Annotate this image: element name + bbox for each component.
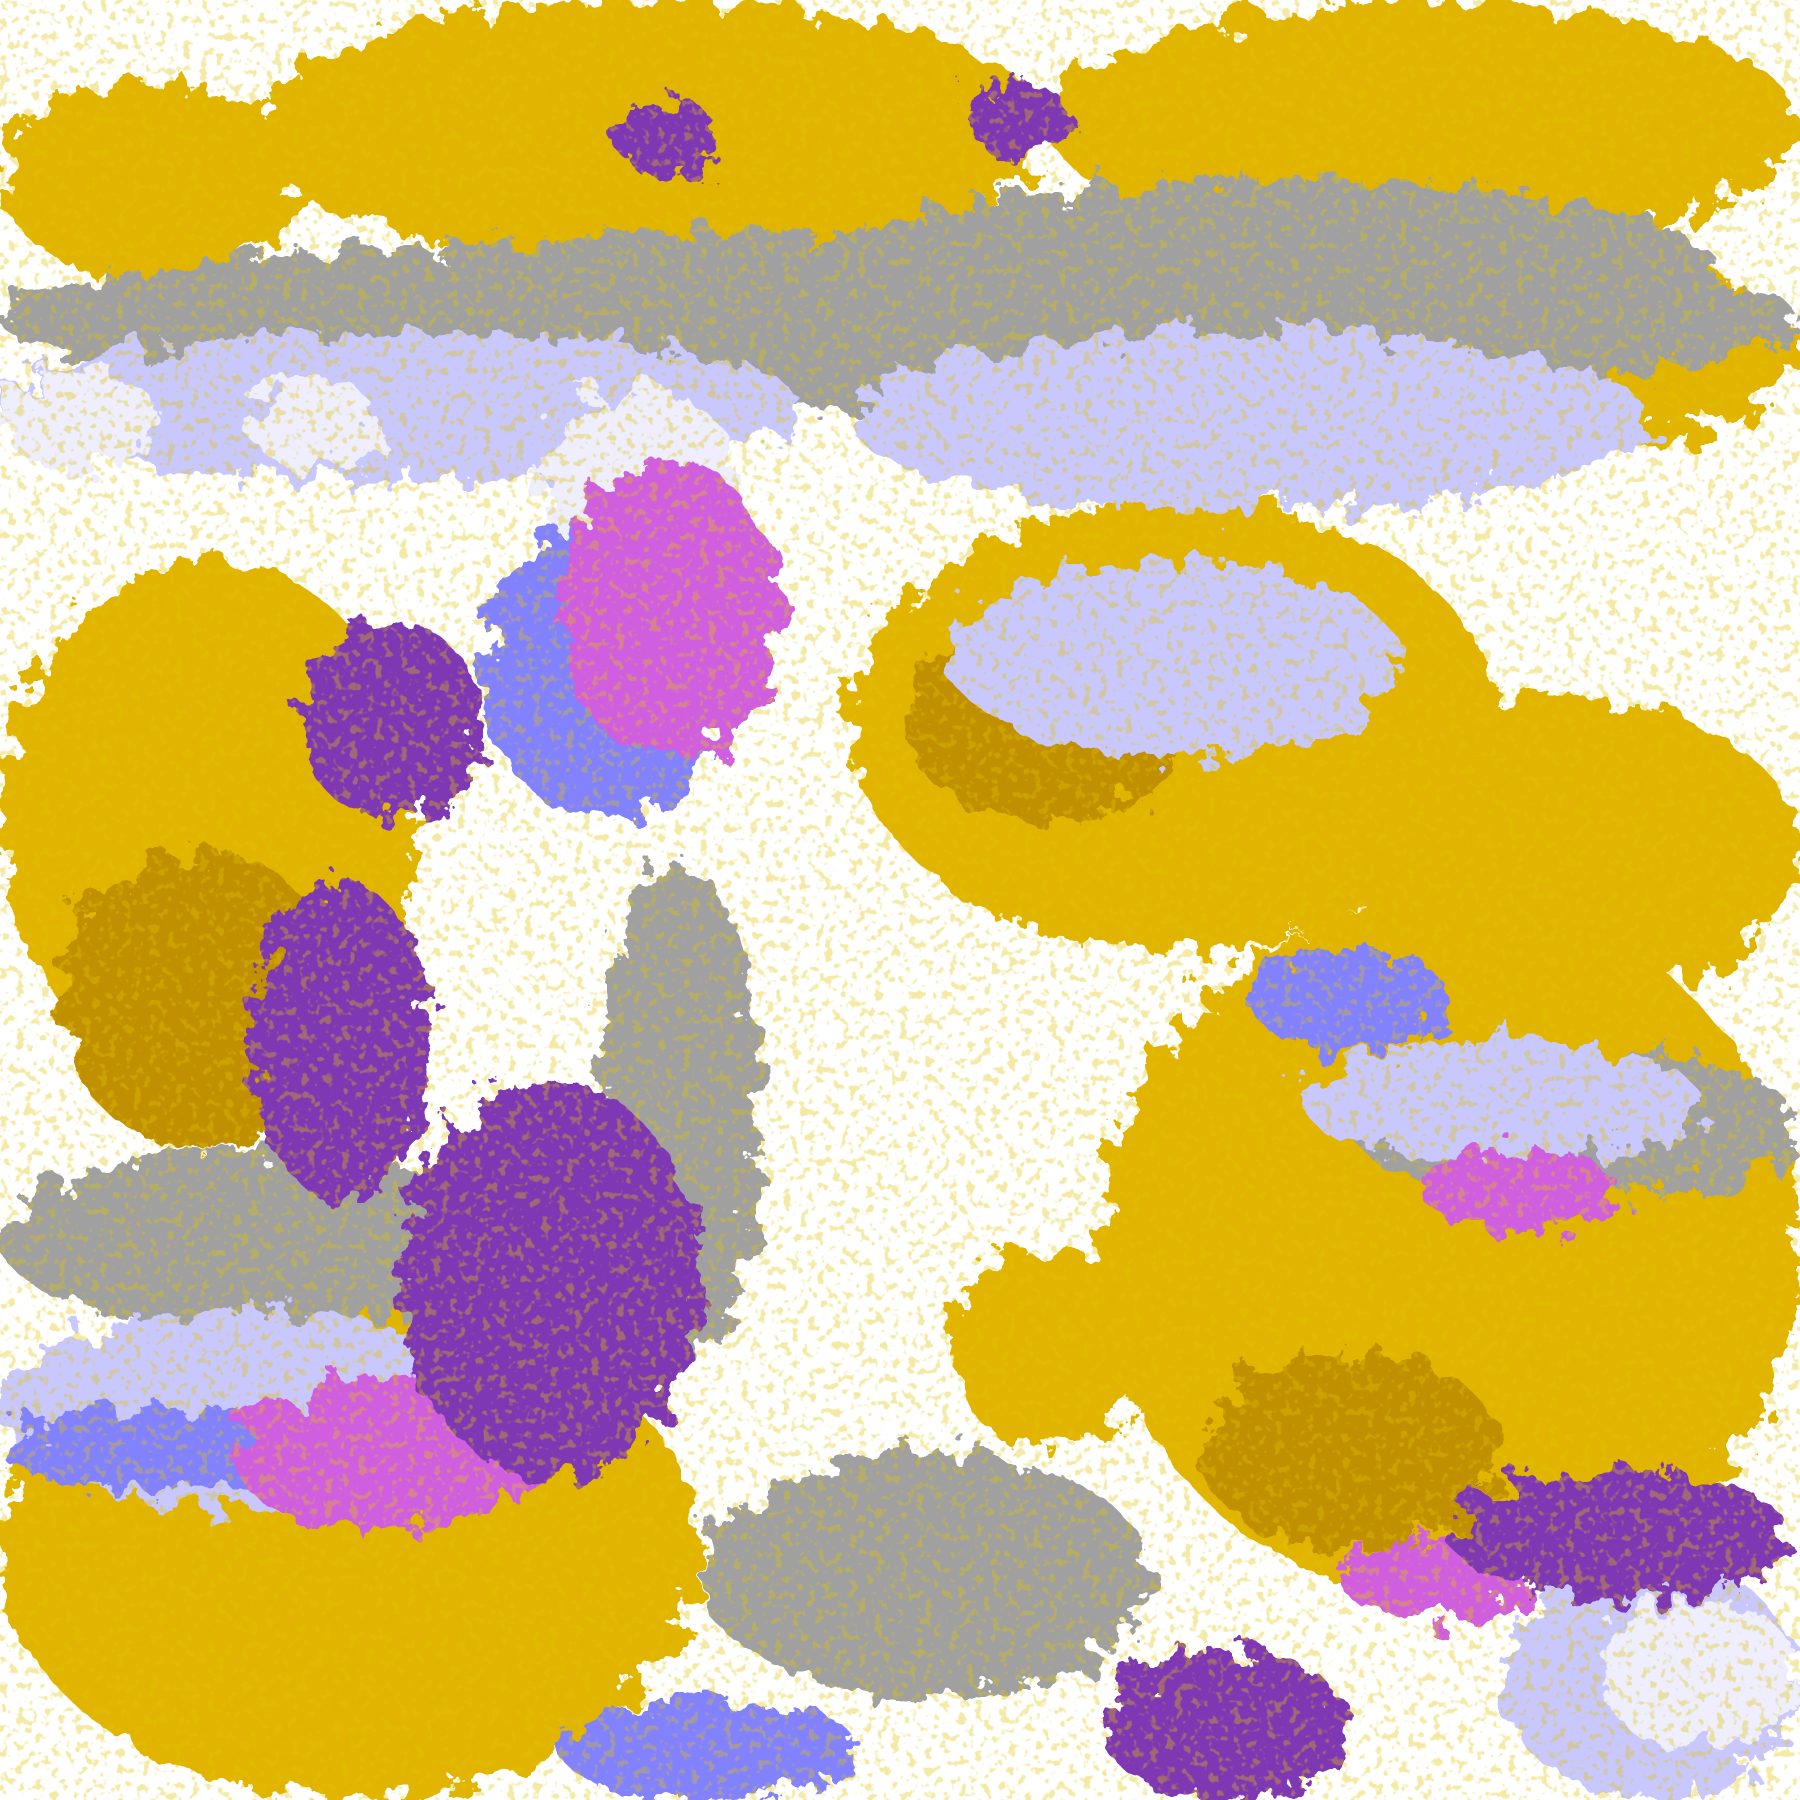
- classified-satellite-map: [0, 0, 1800, 1800]
- texture-speckle: [0, 0, 1800, 1800]
